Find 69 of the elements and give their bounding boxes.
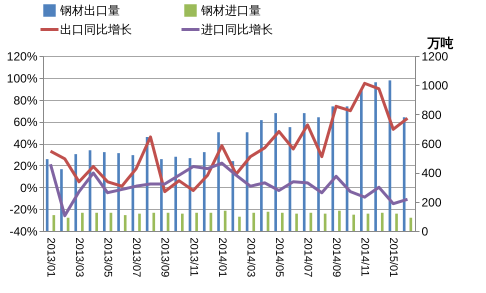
bar xyxy=(346,106,348,231)
y-tick-label: -20% xyxy=(9,202,38,217)
y2-tick-label: 200 xyxy=(422,195,442,210)
x-tick-label: 2014/05 xyxy=(272,238,285,278)
bar xyxy=(166,212,170,231)
bar xyxy=(152,212,156,231)
y2-tick-label: 600 xyxy=(422,137,442,151)
bar xyxy=(238,216,241,231)
y-tick-label: 120% xyxy=(6,50,38,64)
x-tick-label: 2013/05 xyxy=(102,238,114,278)
y2-tick-label: 800 xyxy=(422,108,442,122)
x-tick-label: 2015/01 xyxy=(387,238,400,278)
bar xyxy=(195,212,198,231)
bar xyxy=(110,212,112,231)
x-tick-label: 2013/03 xyxy=(73,238,86,278)
line-series xyxy=(48,82,410,194)
bar xyxy=(366,214,370,231)
x-tick-label: 2014/01 xyxy=(216,238,228,278)
bar xyxy=(95,212,98,231)
bar xyxy=(224,210,226,231)
y2-tick-label: 0 xyxy=(422,224,428,238)
y2-axis-title: 万吨 xyxy=(426,36,454,50)
bar xyxy=(380,212,384,231)
bar xyxy=(295,214,298,231)
bar xyxy=(124,215,127,231)
bar xyxy=(266,212,270,231)
x-tick-label: 2013/09 xyxy=(158,238,171,278)
y-tick-label: 100% xyxy=(6,71,38,86)
bar xyxy=(352,214,356,231)
bar xyxy=(81,212,84,231)
bar xyxy=(210,212,212,231)
y2-tick-label: 1200 xyxy=(422,50,449,64)
x-tick-label: 2013/01 xyxy=(44,238,56,278)
bar xyxy=(288,127,292,231)
bar xyxy=(252,212,256,231)
bar xyxy=(280,212,284,231)
y-tick-label: 40% xyxy=(13,137,38,151)
legend-label: 进口同比增长 xyxy=(201,22,273,36)
bar xyxy=(409,218,412,231)
legend-label: 钢材进口量 xyxy=(200,4,261,18)
x-tick-label: 2013/07 xyxy=(130,238,142,278)
bar xyxy=(138,214,141,231)
bar xyxy=(360,90,363,231)
x-tick-label: 2014/03 xyxy=(244,238,256,278)
bar xyxy=(324,214,326,231)
y-tick-label: 20% xyxy=(13,158,38,173)
bar xyxy=(181,214,184,231)
y-tick-label: 80% xyxy=(13,93,38,108)
y-tick-label: 0% xyxy=(20,180,38,195)
y-tick-label: 60% xyxy=(13,115,38,130)
y2-tick-label: 1000 xyxy=(422,78,449,93)
x-tick-label: 2014/11 xyxy=(358,238,371,276)
x-tick-label: 2013/11 xyxy=(187,238,200,276)
y-tick-label: -40% xyxy=(9,224,38,238)
bar xyxy=(188,158,192,231)
legend-label: 钢材出口量 xyxy=(59,4,120,18)
bar xyxy=(317,117,320,231)
bar xyxy=(310,212,312,231)
x-tick-label: 2014/09 xyxy=(330,238,342,278)
bar xyxy=(66,218,70,231)
y2-tick-label: 400 xyxy=(422,166,442,180)
bar xyxy=(395,214,398,231)
bar xyxy=(338,210,341,231)
line-series xyxy=(48,162,410,218)
bar xyxy=(46,159,49,231)
legend-label: 出口同比增长 xyxy=(60,22,132,36)
bar xyxy=(52,215,56,231)
bar xyxy=(374,82,377,231)
x-tick-label: 2014/07 xyxy=(302,238,314,278)
